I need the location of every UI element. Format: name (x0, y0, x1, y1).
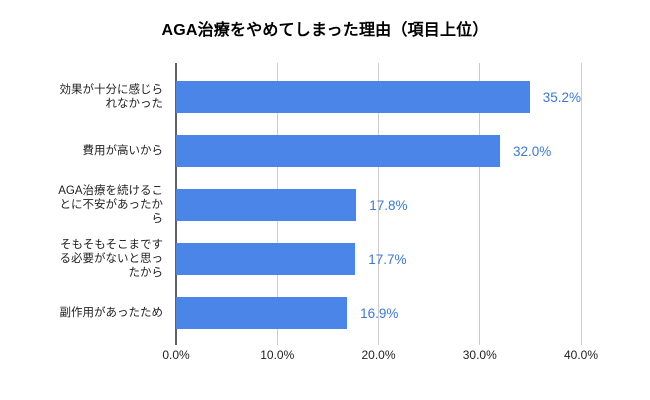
category-label-line: そもそもそこまです (59, 239, 163, 251)
category-label-line: 効果が十分に感じら (59, 84, 164, 96)
bar-row: 17.8% (176, 178, 581, 232)
category-label: そもそもそこまです る必要がないと思ったから (60, 238, 164, 280)
category-label-line: 費用が高いから (82, 145, 164, 157)
category-label-row: そもそもそこまです る必要がないと思ったから (0, 232, 170, 286)
category-label: AGA治療を続けるこ とに不安があったから (58, 184, 163, 226)
x-tick-label: 30.0% (462, 348, 497, 362)
bars-layer: 35.2% 32.0% 17.8% 17.7% 16.9% (176, 70, 581, 340)
bar (176, 135, 500, 167)
gridline (479, 63, 481, 345)
category-label: 副作用があったため (60, 306, 164, 320)
category-label-line: たから (128, 267, 164, 279)
x-tick-label: 10.0% (260, 348, 295, 362)
x-tick-label: 20.0% (361, 348, 396, 362)
category-label-row: AGA治療を続けるこ とに不安があったから (0, 178, 170, 232)
category-label-row: 副作用があったため (0, 286, 170, 340)
category-label-row: 効果が十分に感じられなかった (0, 70, 170, 124)
chart-title: AGA治療をやめてしまった理由（項目上位） (161, 22, 489, 39)
plot-area: 35.2% 32.0% 17.8% 17.7% 16.9% (175, 63, 582, 345)
value-label: 17.8% (369, 197, 408, 213)
x-tick-label: 40.0% (563, 348, 599, 362)
gridline (378, 63, 379, 345)
bar (176, 297, 348, 329)
value-label: 32.0% (513, 143, 552, 159)
bar-row: 16.9% (176, 286, 581, 340)
bar (176, 81, 530, 113)
bar (176, 243, 356, 275)
category-label: 費用が高いから (83, 144, 164, 158)
bar-row: 17.7% (176, 232, 581, 286)
category-label-line: れなかった (105, 98, 164, 110)
gridline (580, 63, 582, 345)
category-label-row: 費用が高いから (0, 124, 170, 178)
bar-row: 32.0% (176, 124, 581, 178)
x-tick-label: 0.0% (162, 348, 190, 362)
bar-row: 35.2% (176, 70, 581, 124)
category-axis: 効果が十分に感じられなかった費用が高いから AGA治療を続けるこ とに不安があったか… (0, 70, 170, 340)
value-label: 35.2% (542, 89, 581, 105)
bar (176, 189, 357, 221)
value-label: 16.9% (360, 305, 399, 321)
value-axis: 0.0% 10.0% 20.0% 30.0% 40.0% (162, 348, 598, 364)
category-label-line: とに不安があったか (59, 199, 164, 211)
value-label: 17.7% (368, 251, 407, 267)
category-label-line: 副作用があったため (59, 307, 164, 319)
category-label: 効果が十分に感じられなかった (60, 83, 164, 111)
category-label-line: る必要がないと思っ (59, 253, 164, 265)
category-label-line: ら (151, 213, 164, 225)
category-label-line: AGA治療を続けるこ (58, 185, 163, 197)
